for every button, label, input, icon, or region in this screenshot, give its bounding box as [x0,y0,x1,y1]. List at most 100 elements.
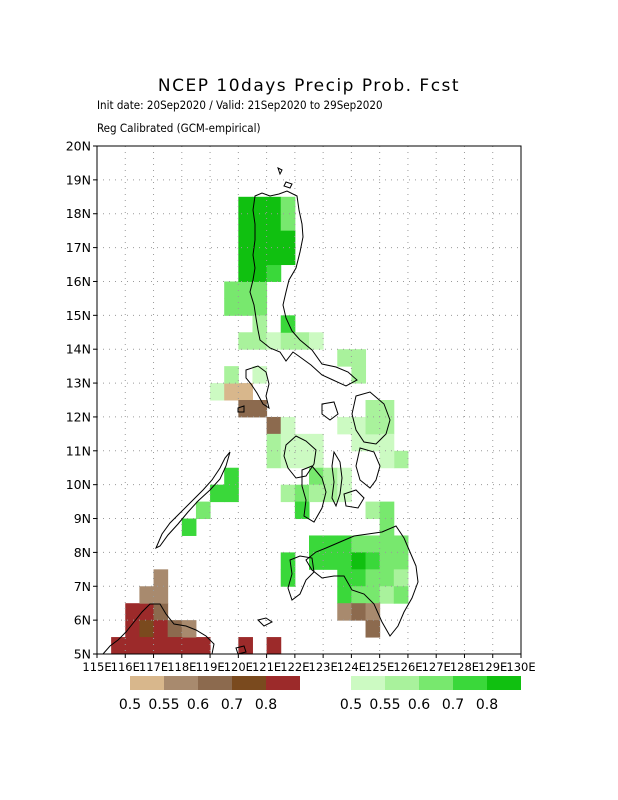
lat-tick-label: 17N [66,240,91,255]
probability-cell [125,637,140,655]
legend-label-dry: 0.5 [119,697,141,713]
probability-cell [139,586,155,604]
legend-swatch-wet [487,676,521,690]
lon-tick-label: 115E [82,660,111,674]
probability-cell [252,247,268,266]
probability-cell [365,416,381,435]
probability-cell [266,433,282,452]
lat-tick-label: 12N [66,409,91,424]
probability-cell [139,637,155,655]
probability-cell [351,603,367,621]
probability-cell [210,383,225,401]
probability-cell [393,569,409,587]
calibration-note: Reg Calibrated (GCM-empirical) [97,121,261,135]
probability-cell [252,230,268,249]
legend-swatch-wet [453,676,487,690]
probability-cell [181,620,197,638]
probability-cell [294,433,310,452]
lat-tick-label: 6N [74,613,91,628]
probability-cell [181,637,197,655]
coastline-batanes [277,167,283,176]
probability-cell [153,637,169,655]
probability-cell [337,569,352,587]
probability-cell [365,400,381,418]
lon-tick-label: 128E [450,660,479,674]
probability-cell [266,247,282,266]
coastline-babuyan [283,181,293,189]
lat-tick-label: 16N [66,274,91,289]
probability-cell [252,281,268,299]
legend-swatch-wet [419,676,453,690]
probability-cell [252,264,268,282]
lon-tick-label: 124E [337,660,366,674]
probability-cell [266,450,282,469]
lat-tick-label: 19N [66,172,91,187]
legend-swatch-dry [232,676,266,690]
probability-cell [266,213,282,232]
lon-tick-label: 119E [195,660,224,674]
coastline-cebu [331,450,343,508]
probability-cell [238,298,253,316]
probability-cell [280,196,296,215]
probability-cell [280,552,296,570]
probability-cell [238,637,253,655]
probability-cell [252,366,268,384]
lat-tick-label: 5N [74,647,91,662]
probability-cell [323,467,338,486]
probability-cell [351,366,367,384]
coastline-mindoro [245,365,270,410]
probability-cell [309,467,324,486]
probability-cell [393,586,409,604]
probability-cell [337,349,352,367]
probability-cell [337,552,352,570]
probability-cells [111,196,409,655]
probability-cell [224,383,239,401]
probability-cell [252,196,268,215]
lon-tick-label: 126E [393,660,422,674]
lat-tick-label: 14N [66,342,91,357]
legend-label-wet: 0.55 [369,697,400,713]
probability-cell [294,332,310,350]
coastline-samar [351,391,391,445]
lon-tick-label: 118E [167,660,196,674]
coastline-zamboanga [287,555,315,601]
probability-cell [351,586,367,604]
probability-cell [238,247,253,266]
lat-tick-label: 20N [66,139,91,154]
probability-cell [337,586,352,604]
probability-cell [365,586,381,604]
probability-cell [153,620,169,638]
coastline-masbate [321,401,339,421]
coastline-borneo [101,603,215,655]
probability-cell [266,637,282,655]
probability-cell [266,332,282,350]
lon-tick-label: 117E [139,660,168,674]
lon-tick-label: 123E [309,660,338,674]
probability-cell [153,603,169,621]
probability-cell [125,603,140,621]
lon-tick-label: 120E [224,660,253,674]
lon-tick-label: 130E [506,660,535,674]
probability-cell [238,383,253,401]
probability-cell [238,400,253,418]
probability-cell [323,484,338,503]
probability-cell [266,416,282,435]
probability-cell [379,535,395,553]
lon-tick-label: 122E [280,660,309,674]
probability-cell [280,213,296,232]
map-title: NCEP 10days Precip Prob. Fcst [157,76,461,96]
probability-cell [153,569,169,587]
probability-cell [139,620,155,638]
probability-cell [224,484,239,503]
probability-cell [365,552,381,570]
probability-cell [351,552,367,570]
legend-label-dry: 0.8 [255,697,277,713]
probability-cell [280,247,296,266]
probability-cell [309,433,324,452]
legend-label-wet: 0.7 [442,697,464,713]
probability-cell [365,501,381,520]
probability-cell [351,349,367,367]
coastline-bohol [343,489,365,509]
probability-cell [139,603,155,621]
